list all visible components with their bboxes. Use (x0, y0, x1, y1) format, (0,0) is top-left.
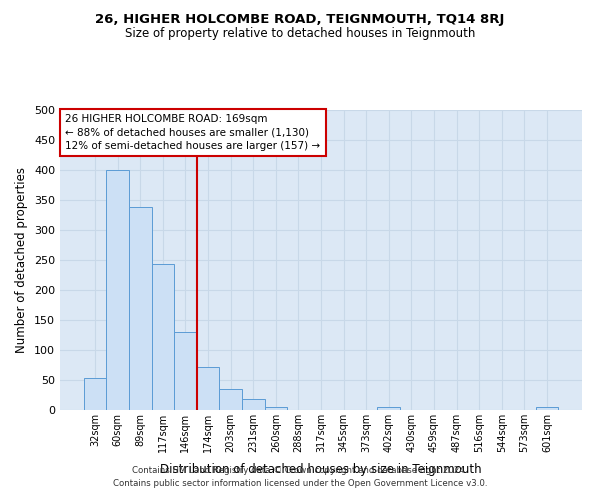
X-axis label: Distribution of detached houses by size in Teignmouth: Distribution of detached houses by size … (160, 464, 482, 476)
Bar (129, 207, 152, 410)
Bar (84, 378, 106, 410)
Text: Contains HM Land Registry data © Crown copyright and database right 2024.
Contai: Contains HM Land Registry data © Crown c… (113, 466, 487, 487)
Bar (197, 367, 220, 410)
Bar (220, 389, 242, 410)
Bar (265, 407, 287, 410)
Bar (152, 264, 174, 410)
Bar (242, 399, 265, 410)
Bar (377, 407, 400, 410)
Text: 26, HIGHER HOLCOMBE ROAD, TEIGNMOUTH, TQ14 8RJ: 26, HIGHER HOLCOMBE ROAD, TEIGNMOUTH, TQ… (95, 12, 505, 26)
Bar (106, 170, 129, 410)
Bar (174, 332, 197, 410)
Text: Size of property relative to detached houses in Teignmouth: Size of property relative to detached ho… (125, 28, 475, 40)
Y-axis label: Number of detached properties: Number of detached properties (16, 167, 28, 353)
Bar (536, 407, 558, 410)
Text: 26 HIGHER HOLCOMBE ROAD: 169sqm
← 88% of detached houses are smaller (1,130)
12%: 26 HIGHER HOLCOMBE ROAD: 169sqm ← 88% of… (65, 114, 320, 151)
